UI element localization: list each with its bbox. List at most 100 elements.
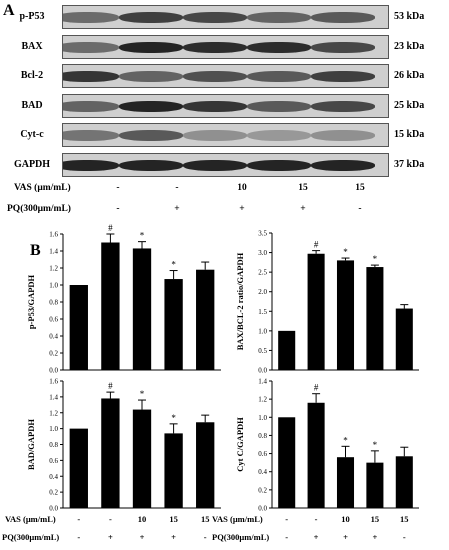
y-tick-label: 0.2 [49, 350, 58, 358]
bar [336, 260, 355, 370]
blot-strip [62, 93, 389, 118]
blot-band [119, 71, 183, 82]
y-tick-label: 0.4 [49, 333, 58, 341]
blot-band [63, 12, 119, 23]
bar [278, 330, 296, 370]
blot-band [119, 41, 183, 53]
blot-band [119, 100, 183, 112]
y-tick-label: 1.0 [258, 327, 267, 335]
y-axis-label: BAX/BCL-2 ratio/GAPDH [235, 252, 245, 350]
blot-band [311, 130, 375, 141]
treatment-value: - [285, 532, 289, 542]
treatment-label: PQ(300μm/mL) [7, 204, 71, 214]
bar [196, 422, 215, 508]
treatment-value: - [358, 204, 362, 214]
treatment-value: + [139, 532, 145, 542]
treatment-label: VAS (μm/mL) [5, 514, 56, 524]
blot-band [63, 130, 119, 141]
blot-strip [62, 5, 389, 29]
blot-label: BAX [21, 40, 43, 52]
blot-band [183, 159, 247, 171]
bar [366, 267, 384, 370]
y-tick-label: 0.0 [258, 367, 267, 375]
bar [395, 308, 413, 370]
molecular-weight-label: 15 kDa [394, 129, 425, 140]
blot-row: Cyt-c 15 kDa [0, 122, 449, 148]
blot-band [183, 41, 247, 53]
treatment-value: - [116, 204, 120, 214]
treatment-label: VAS (μm/mL) [212, 514, 263, 524]
significance-mark: # [108, 223, 113, 233]
bar [196, 269, 215, 370]
blot-band [311, 100, 375, 112]
y-tick-label: 1.2 [49, 265, 58, 273]
blot-label: GAPDH [13, 158, 51, 170]
blot-band [247, 159, 311, 171]
blot-band [311, 71, 375, 82]
blot-strip [62, 64, 389, 88]
blot-label: BAD [21, 99, 43, 111]
y-tick-label: 0.5 [258, 347, 267, 355]
treatment-value: 10 [137, 514, 147, 524]
y-tick-label: 0.8 [49, 299, 58, 307]
blot-band [183, 12, 247, 23]
treatment-value: + [343, 532, 348, 542]
treatment-label: PQ(300μm/mL) [2, 532, 60, 542]
bar [69, 428, 88, 508]
bar [132, 409, 152, 508]
blot-label: Bcl-2 [20, 70, 44, 81]
y-tick-label: 0.6 [49, 457, 58, 465]
blot-strip [62, 123, 389, 147]
bar [132, 248, 152, 370]
blot-band [247, 130, 311, 141]
significance-mark: * [343, 247, 348, 257]
y-axis-label: p-P53/GAPDH [26, 274, 36, 329]
blot-label: p-P53 [19, 11, 45, 22]
y-tick-label: 0.0 [49, 505, 58, 513]
bar-chart: 0.0 0.2 0.4 0.6 0.8 1.0 1.2 1.4 1.6 p-P53/GAPDH # *… [26, 223, 221, 375]
y-tick-label: 1.0 [49, 425, 58, 433]
treatment-value: - [108, 514, 112, 524]
treatment-value: 15 [370, 514, 380, 524]
significance-mark: * [140, 231, 145, 241]
treatment-value: - [116, 183, 120, 193]
treatment-value: - [203, 532, 207, 542]
y-tick-label: 1.0 [258, 414, 267, 422]
y-axis-label: BAD/GAPDH [26, 419, 36, 470]
treatment-value: + [372, 532, 378, 542]
significance-mark: # [314, 240, 319, 250]
panel-b-letter: B [30, 242, 41, 259]
blot-row: BAX 23 kDa [0, 34, 449, 60]
bar [101, 398, 120, 508]
blot-label: Cyt-c [20, 129, 44, 140]
blot-band [63, 71, 119, 82]
significance-mark: * [373, 440, 378, 450]
treatment-value: 15 [355, 183, 365, 193]
blot-band [63, 159, 119, 171]
y-tick-label: 1.5 [258, 308, 267, 316]
treatment-value: 15 [298, 183, 308, 193]
y-tick-label: 1.4 [258, 378, 267, 386]
y-tick-label: 1.4 [49, 248, 58, 256]
blot-band [311, 12, 375, 23]
bar [164, 433, 183, 508]
y-tick-label: 0.6 [49, 316, 58, 324]
bar-chart: 0.0 0.5 1.0 1.5 2.0 2.5 3.0 3.5 BAX/BCL-2 ratio/… [235, 230, 419, 375]
molecular-weight-label: 37 kDa [394, 158, 425, 170]
y-tick-label: 2.0 [258, 288, 267, 296]
treatment-value: - [175, 183, 179, 193]
blot-strip [62, 152, 389, 177]
blot-band [63, 41, 119, 53]
treatment-value: 15 [400, 514, 409, 524]
bar-chart: 0.0 0.2 0.4 0.6 0.8 1.0 1.2 1.4 1.6 BAD/GAPDH # * * [26, 378, 221, 513]
blot-band [119, 159, 183, 171]
treatment-value: + [107, 532, 113, 542]
y-tick-label: 0.8 [49, 441, 58, 449]
blot-band [247, 41, 311, 53]
treatment-value: + [239, 204, 245, 214]
significance-mark: * [171, 413, 176, 423]
blot-band [63, 100, 119, 112]
treatment-label: VAS (μm/mL) [14, 183, 71, 193]
significance-mark: * [343, 435, 348, 445]
treatment-value: 10 [237, 183, 247, 193]
